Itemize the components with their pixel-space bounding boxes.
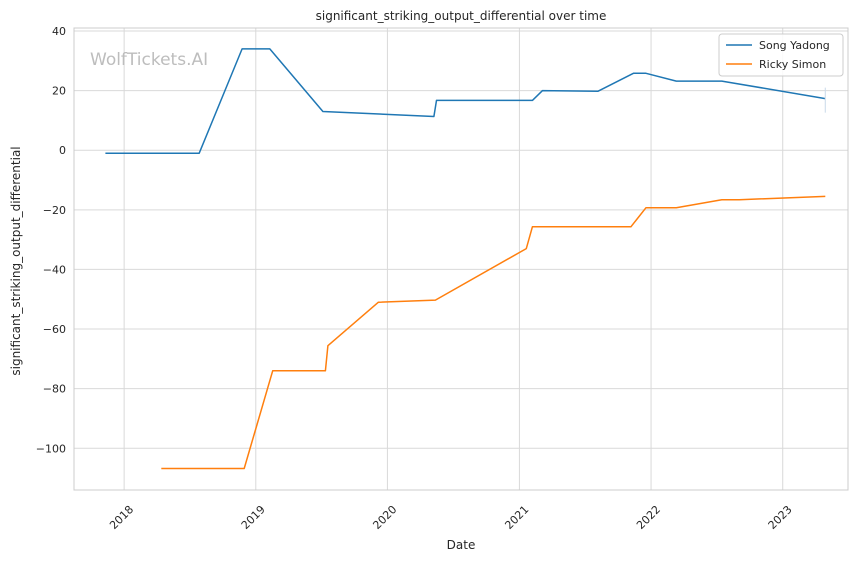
- x-axis-label: Date: [447, 538, 476, 552]
- x-tick-label: 2023: [766, 503, 795, 532]
- x-tick-label: 2020: [370, 503, 399, 532]
- plot-frame: [73, 27, 849, 491]
- series-layer: [105, 48, 826, 470]
- x-tick-label: 2018: [107, 503, 136, 532]
- y-tick-label: −20: [43, 204, 66, 217]
- grid: [74, 28, 848, 490]
- legend: Song Yadong Ricky Simon: [718, 33, 844, 77]
- series-line-ricky-simon: [161, 195, 826, 470]
- y-tick-labels: 40 20 0 −20 −40 −60 −80 −100: [36, 25, 66, 455]
- series-line-song-yadong: [105, 48, 826, 154]
- y-tick-label: −40: [43, 263, 66, 276]
- watermark: WolfTickets.AI: [90, 50, 208, 70]
- y-tick-label: −60: [43, 323, 66, 336]
- x-tick-label: 2019: [239, 503, 268, 532]
- y-axis-label: significant_striking_output_differential: [9, 146, 23, 375]
- legend-label-ricky-simon: Ricky Simon: [759, 58, 826, 71]
- y-tick-label: 40: [52, 25, 66, 38]
- chart-title: significant_striking_output_differential…: [316, 9, 607, 23]
- x-tick-labels: 2018 2019 2020 2021 2022 2023: [107, 503, 795, 532]
- y-tick-label: −80: [43, 383, 66, 396]
- legend-label-song-yadong: Song Yadong: [759, 39, 830, 52]
- y-tick-label: 20: [52, 85, 66, 98]
- y-tick-label: −100: [36, 442, 66, 455]
- x-tick-label: 2022: [634, 503, 663, 532]
- x-tick-label: 2021: [502, 503, 531, 532]
- y-tick-label: 0: [59, 144, 66, 157]
